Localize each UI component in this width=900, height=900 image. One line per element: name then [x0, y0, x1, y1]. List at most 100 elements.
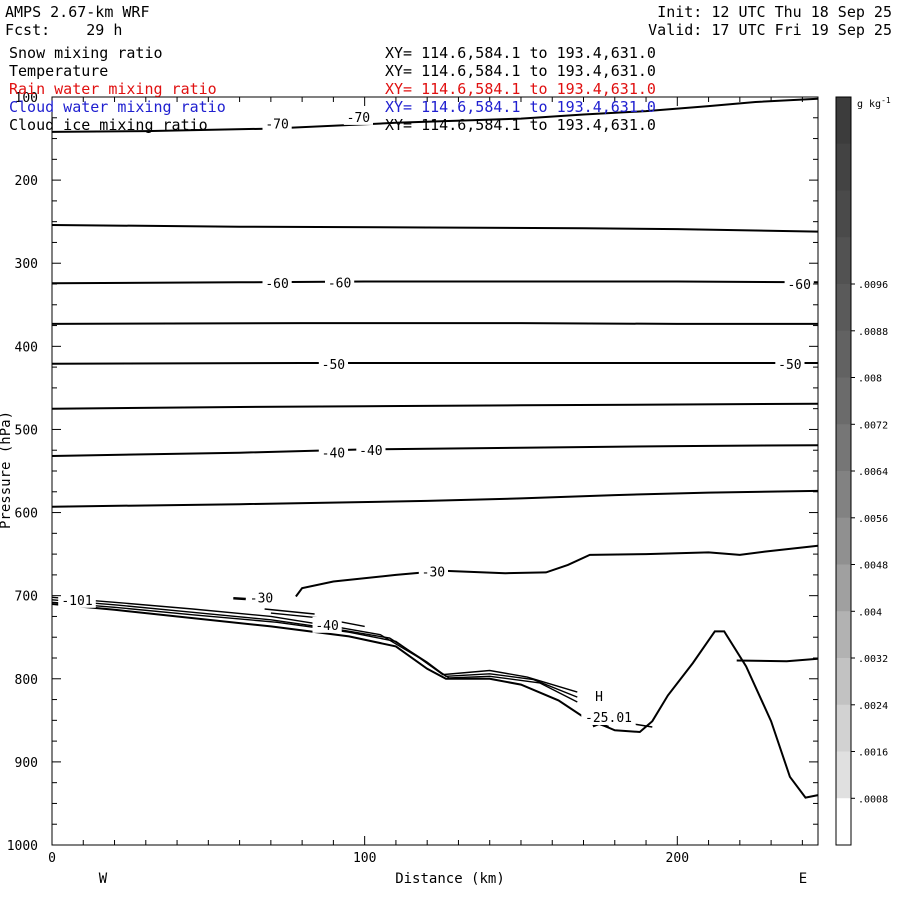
contour-label: -101 [61, 594, 92, 609]
contour-label: -30 [422, 566, 445, 581]
legend-entry-name: Cloud ice mixing ratio [9, 116, 208, 134]
valid-time: Valid: 17 UTC Fri 19 Sep 25 [648, 21, 892, 39]
isotherm [51, 362, 818, 365]
y-tick-label: 100 [15, 91, 38, 106]
isotherm [295, 544, 819, 598]
colorbar: g kg-1 .0096 .0088 .008 .0072 .0064 .0056 .0048… [835, 96, 891, 846]
contour-label-bg [356, 442, 386, 459]
contour-label-bg [58, 591, 96, 608]
contour-label-bg [312, 616, 342, 633]
colorbar-label: .0056 [858, 514, 888, 525]
colorbar-bin [836, 798, 851, 846]
contour-label-bg [343, 108, 373, 125]
contour-label-bg [775, 355, 805, 372]
colorbar-bin [836, 377, 851, 425]
isotherm [51, 444, 819, 457]
contour-label: -60 [328, 276, 351, 291]
contour-label: -70 [347, 111, 370, 126]
colorbar-label: .0008 [858, 794, 888, 805]
colorbar-bin [836, 704, 851, 752]
contour-label: -40 [315, 619, 338, 634]
plot-content: -70 -70 -60 -60 -60 -50 -50 -40 -40 -30 -30 -40 -25.… [51, 97, 819, 799]
y-tick-label: 1000 [7, 839, 38, 854]
y-tick-label: 700 [15, 590, 38, 605]
colorbar-bin [836, 190, 851, 238]
x-tick-label: 100 [353, 851, 376, 866]
colorbar-bin [836, 751, 851, 799]
forecast-hour: Fcst: 29 h [5, 21, 123, 39]
contour-label: -40 [322, 447, 345, 462]
contour-label-bg [418, 563, 448, 580]
legend: Snow mixing ratio XY= 114.6,584.1 to 193.… [9, 44, 656, 134]
model-title: AMPS 2.67-km WRF [5, 3, 150, 21]
contour-label-bg [581, 709, 636, 725]
contour-label: -70 [265, 118, 288, 133]
legend-entry-range: XY= 114.6,584.1 to 193.4,631.0 [385, 116, 656, 134]
contour-label-bg [592, 688, 606, 705]
contour-label-bg [318, 444, 348, 461]
legend-entry-name: Snow mixing ratio [9, 44, 163, 62]
colorbar-bin [836, 517, 851, 565]
colorbar-bin [836, 237, 851, 285]
mixing-ratio-contour [51, 601, 578, 703]
contour-label-bg [784, 276, 814, 292]
contour-label-bg [325, 274, 355, 291]
west-label: W [99, 871, 108, 887]
legend-entry-range: XY= 114.6,584.1 to 193.4,631.0 [385, 98, 656, 116]
mixing-ratio-contour [51, 599, 578, 698]
isotherm [736, 657, 819, 663]
colorbar-bin [836, 658, 851, 706]
legend-entry-name: Temperature [9, 62, 108, 80]
legend-entry-name: Cloud water mixing ratio [9, 98, 226, 116]
contour-label: -40 [359, 444, 382, 459]
east-label: E [799, 871, 807, 887]
mixing-ratio-contour [264, 608, 315, 615]
colorbar-bin [836, 143, 851, 191]
legend-entry-range: XY= 114.6,584.1 to 193.4,631.0 [385, 62, 656, 80]
colorbar-label: .008 [858, 374, 882, 385]
colorbar-bin [836, 564, 851, 612]
legend-entry-range: XY= 114.6,584.1 to 193.4,631.0 [385, 44, 656, 62]
x-axis-label: Distance (km) [395, 871, 505, 887]
contour-label: -60 [787, 278, 810, 293]
isotherm [51, 402, 819, 410]
x-tick-label: 0 [48, 851, 56, 866]
colorbar-label: .0064 [858, 467, 888, 478]
colorbar-bin [836, 471, 851, 519]
contour-label-bg [318, 355, 348, 372]
colorbar-bin [836, 424, 851, 472]
y-tick-label: 900 [15, 756, 38, 771]
x-tick-label: 200 [666, 851, 689, 866]
isotherm [51, 97, 819, 133]
contour-label: -50 [322, 358, 345, 373]
colorbar-bin [836, 97, 851, 145]
y-tick-label: 800 [15, 673, 38, 688]
colorbar-label: .0032 [858, 654, 888, 665]
contour-label: -60 [265, 277, 288, 292]
init-time: Init: 12 UTC Thu 18 Sep 25 [657, 3, 892, 21]
colorbar-label: .0072 [858, 420, 888, 431]
isotherm [51, 224, 819, 233]
contour-label: H [595, 690, 603, 705]
isotherm [51, 322, 818, 325]
legend-entry-name: Rain water mixing ratio [9, 80, 217, 98]
y-axis-label: Pressure (hPa) [0, 411, 14, 529]
axes: 100 200 300 400 500 600 700 800 900 1000 0 100 200 Di… [0, 91, 819, 887]
isotherm [51, 489, 819, 508]
isotherm [51, 280, 819, 285]
terrain-line [51, 603, 819, 799]
colorbar-label: .0096 [858, 280, 888, 291]
colorbar-label: .0024 [858, 701, 888, 712]
contour-label-bg [262, 275, 292, 292]
contour-label: -30 [250, 591, 273, 606]
y-tick-label: 400 [15, 340, 38, 355]
colorbar-bin [836, 611, 851, 659]
y-tick-label: 600 [15, 507, 38, 522]
legend-entry-range: XY= 114.6,584.1 to 193.4,631.0 [385, 80, 656, 98]
colorbar-bin [836, 330, 851, 378]
y-tick-label: 300 [15, 257, 38, 272]
colorbar-label: .0048 [858, 561, 888, 572]
contour-label-bg [246, 589, 277, 606]
colorbar-label: .0016 [858, 748, 888, 759]
